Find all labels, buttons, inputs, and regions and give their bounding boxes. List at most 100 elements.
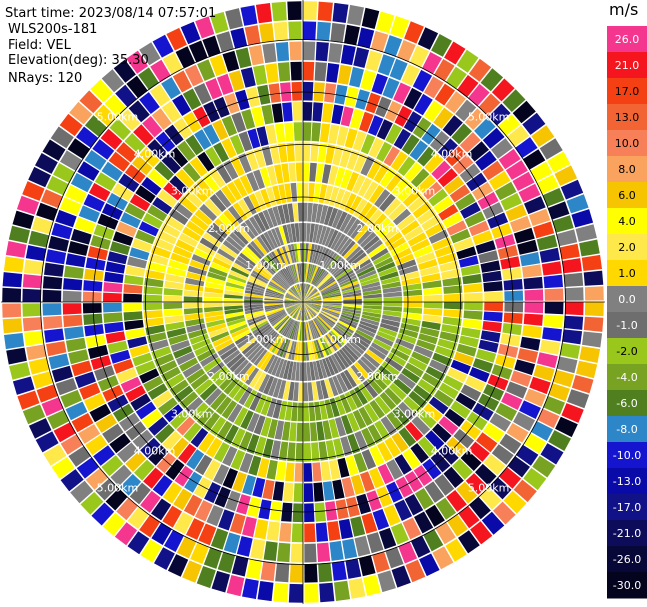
velocity-gate xyxy=(303,263,305,282)
velocity-gate xyxy=(338,349,353,366)
velocity-gate xyxy=(247,243,263,260)
velocity-gate xyxy=(293,285,303,302)
velocity-gate xyxy=(272,206,282,226)
velocity-gate xyxy=(513,479,537,503)
velocity-gate xyxy=(226,278,246,287)
velocity-gate xyxy=(333,233,346,252)
velocity-gate xyxy=(142,116,163,138)
velocity-gate xyxy=(84,324,104,337)
velocity-gate xyxy=(460,327,481,339)
velocity-gate xyxy=(353,386,368,405)
velocity-gate xyxy=(227,205,244,224)
velocity-gate xyxy=(264,300,283,302)
velocity-gate xyxy=(183,422,202,442)
velocity-gate xyxy=(285,302,303,309)
velocity-gate xyxy=(309,243,315,263)
velocity-gate xyxy=(97,375,119,392)
velocity-gate xyxy=(303,283,307,302)
velocity-gate xyxy=(361,7,380,30)
velocity-gate xyxy=(579,239,600,257)
velocity-gate xyxy=(22,288,42,302)
velocity-gate xyxy=(462,318,482,330)
velocity-gate xyxy=(292,503,303,523)
velocity-gate xyxy=(330,330,345,346)
velocity-gate xyxy=(308,321,315,340)
velocity-gate xyxy=(456,481,478,504)
velocity-gate xyxy=(263,375,275,395)
velocity-gate xyxy=(265,290,284,297)
velocity-gate xyxy=(489,412,512,432)
velocity-gate xyxy=(241,340,259,355)
velocity-gate xyxy=(498,466,522,489)
velocity-gate xyxy=(213,96,230,118)
velocity-gate xyxy=(260,561,276,582)
velocity-gate xyxy=(279,359,288,379)
velocity-gate xyxy=(345,246,362,262)
velocity-gate xyxy=(16,195,39,215)
velocity-gate xyxy=(288,290,303,302)
velocity-gate xyxy=(333,438,345,458)
velocity-gate xyxy=(341,283,360,292)
velocity-gate xyxy=(404,226,424,241)
colorbar-tick-label: 26.0 xyxy=(615,33,640,46)
velocity-gate xyxy=(157,189,178,208)
velocity-gate xyxy=(78,205,100,223)
velocity-gate xyxy=(303,302,322,305)
velocity-gate xyxy=(323,300,342,302)
velocity-gate xyxy=(318,562,333,583)
velocity-gate xyxy=(190,542,210,564)
velocity-gate xyxy=(217,342,236,356)
velocity-gate xyxy=(175,46,196,69)
velocity-gate xyxy=(268,252,281,270)
velocity-gate xyxy=(210,11,229,34)
velocity-gate xyxy=(303,283,306,302)
velocity-gate xyxy=(68,349,89,365)
velocity-gate xyxy=(322,358,332,377)
velocity-gate xyxy=(213,442,230,463)
velocity-gate xyxy=(452,154,474,175)
velocity-gate xyxy=(314,270,328,287)
velocity-gate xyxy=(323,251,335,269)
velocity-gate xyxy=(379,168,397,188)
velocity-gate xyxy=(292,302,303,318)
velocity-gate xyxy=(311,320,321,338)
velocity-gate xyxy=(232,262,251,275)
velocity-gate xyxy=(353,259,372,272)
velocity-gate xyxy=(147,204,168,222)
start-time-label: Start time: 2023/08/14 07:57:01 xyxy=(5,6,217,21)
velocity-gate xyxy=(403,87,423,110)
velocity-gate xyxy=(82,303,102,314)
velocity-gate xyxy=(395,476,414,498)
velocity-gate xyxy=(130,393,151,411)
velocity-gate xyxy=(207,323,227,333)
velocity-gate xyxy=(287,244,295,264)
velocity-gate xyxy=(297,342,301,361)
velocity-gate xyxy=(463,283,483,293)
velocity-gate xyxy=(330,258,345,274)
velocity-gate xyxy=(286,292,303,302)
velocity-gate xyxy=(303,302,322,306)
velocity-gate xyxy=(498,343,519,358)
velocity-gate xyxy=(374,396,391,415)
velocity-gate xyxy=(341,286,361,294)
velocity-gate xyxy=(174,385,194,403)
velocity-gate xyxy=(271,357,282,376)
velocity-gate xyxy=(281,163,290,183)
velocity-gate xyxy=(249,318,268,329)
velocity-gate xyxy=(248,45,264,66)
velocity-gate xyxy=(472,358,494,373)
velocity-gate xyxy=(93,224,115,240)
velocity-gate xyxy=(234,259,253,272)
velocity-gate xyxy=(289,563,303,583)
velocity-gate xyxy=(335,499,349,520)
velocity-gate xyxy=(320,379,329,399)
velocity-gate xyxy=(277,272,291,287)
velocity-gate xyxy=(157,230,177,245)
velocity-gate xyxy=(419,553,440,577)
velocity-gate xyxy=(445,91,466,114)
velocity-gate xyxy=(324,378,334,398)
velocity-gate xyxy=(2,318,23,334)
velocity-gate xyxy=(120,212,141,229)
colorbar-swatch xyxy=(607,26,647,53)
velocity-gate xyxy=(340,436,353,456)
